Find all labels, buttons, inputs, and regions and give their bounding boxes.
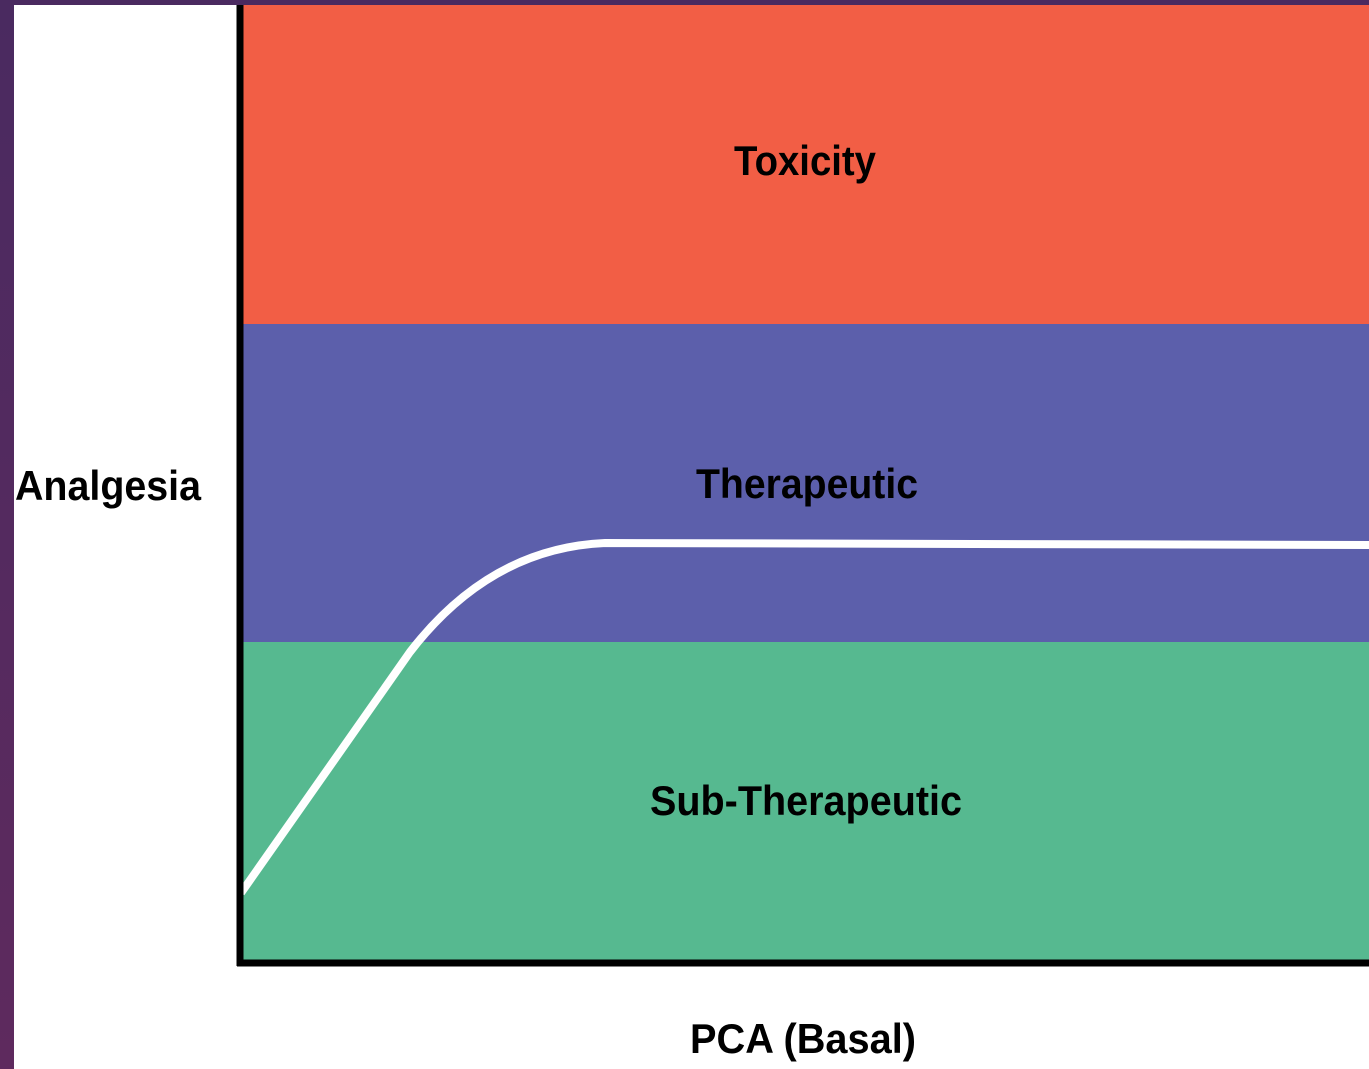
zone-therapeutic: [240, 324, 1369, 642]
zone-label: Therapeutic: [696, 460, 918, 507]
zone-label: Sub-Therapeutic: [650, 777, 962, 824]
zone-toxicity: [240, 5, 1369, 324]
zone-sub-therapeutic: [240, 642, 1369, 960]
response-curve: [237, 538, 1369, 896]
x-axis-label: PCA (Basal): [690, 1015, 916, 1062]
y-axis-label: Analgesia: [15, 462, 202, 509]
zone-label: Toxicity: [734, 137, 877, 184]
